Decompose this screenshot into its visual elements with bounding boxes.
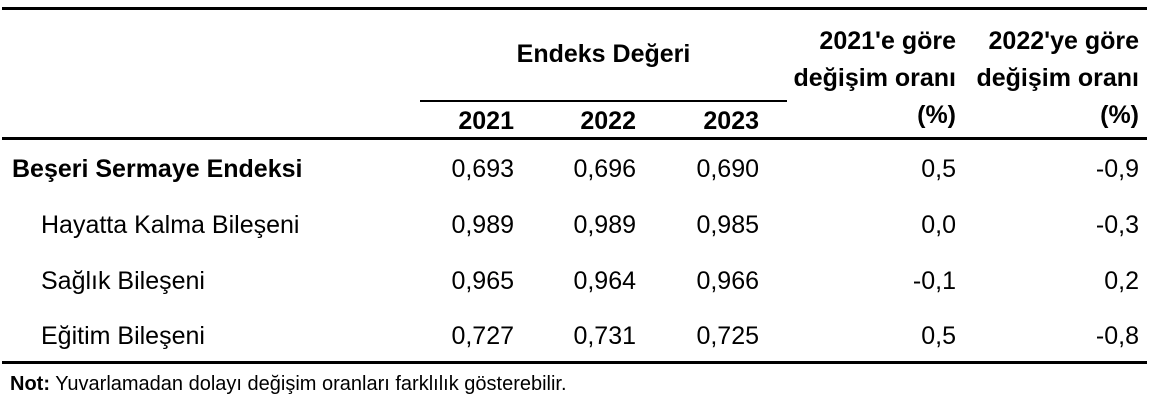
value-cell-2022: 0,731 <box>542 306 664 364</box>
column-header-2022: 2022 <box>542 100 664 140</box>
column-header-line: (%) <box>917 101 957 129</box>
footnote: Not: Yuvarlamadan dolayı değişim oranlar… <box>10 373 1149 396</box>
value-cell-2023: 0,985 <box>696 210 760 239</box>
value-cell-change-vs-2021: 0,5 <box>787 306 960 364</box>
value-cell-change-vs-2021: 0,5 <box>921 155 957 184</box>
value-cell-2021: 0,727 <box>420 306 542 364</box>
value-cell-change-vs-2022: -0,9 <box>1095 155 1140 184</box>
column-header-line: değişim oranı <box>793 64 957 92</box>
value-cell-change-vs-2022: 0,2 <box>1104 266 1140 295</box>
table-body: Beşeri Sermaye Endeksi 0,693 0,696 0,690… <box>2 139 1148 364</box>
value-cell-change-vs-2022: -0,3 <box>1095 210 1140 239</box>
column-header-change-vs-2022: 2022'ye göre değişim oranı (%) <box>959 8 1148 140</box>
value-cell-2023: 0,725 <box>664 306 788 364</box>
column-header-line: (%) <box>1100 101 1140 129</box>
value-cell-2022: 0,989 <box>573 210 636 239</box>
value-cell-change-vs-2021: 0,0 <box>921 210 957 239</box>
row-label: Eğitim Bileşeni <box>2 306 420 364</box>
human-capital-index-table: Endeks Değeri 2021'e göre değişim oranı … <box>2 7 1148 364</box>
table-row-saglik-bileseni: Sağlık Bileşeni 0,965 0,964 0,966 -0,1 0… <box>2 251 1147 307</box>
column-header-line: 2021'e göre <box>819 27 957 55</box>
footnote-text: Yuvarlamadan dolayı değişim oranları far… <box>55 373 567 395</box>
column-group-endeks-degeri: Endeks Değeri <box>420 8 788 102</box>
value-cell-2023: 0,966 <box>696 266 760 295</box>
table-row-hayatta-kalma-bileseni: Hayatta Kalma Bileşeni 0,989 0,989 0,985… <box>2 195 1147 251</box>
column-header-change-vs-2021: 2021'e göre değişim oranı (%) <box>787 8 960 140</box>
table-header: Endeks Değeri 2021'e göre değişim oranı … <box>2 8 1148 140</box>
column-header-2023: 2023 <box>664 100 788 140</box>
column-header-line: 2022'ye göre <box>988 27 1140 55</box>
value-cell-2021: 0,989 <box>451 210 514 239</box>
row-label: Hayatta Kalma Bileşeni <box>41 210 300 239</box>
value-cell-2022: 0,964 <box>573 266 636 295</box>
corner-cell <box>2 8 420 140</box>
value-cell-2021: 0,693 <box>451 155 514 184</box>
footnote-label: Not: <box>10 373 50 395</box>
value-cell-change-vs-2021: -0,1 <box>912 266 957 295</box>
value-cell-2021: 0,965 <box>451 266 514 295</box>
value-cell-2023: 0,690 <box>696 155 760 184</box>
table-row-egitim-bileseni: Eğitim Bileşeni 0,727 0,731 0,725 0,5 -0… <box>2 306 1148 364</box>
value-cell-2022: 0,696 <box>573 155 636 184</box>
value-cell-change-vs-2022: -0,8 <box>959 306 1148 364</box>
table-row-beseri-sermaye-endeksi: Beşeri Sermaye Endeksi 0,693 0,696 0,690… <box>2 139 1147 195</box>
row-label: Beşeri Sermaye Endeksi <box>12 155 303 184</box>
column-header-2021: 2021 <box>420 100 542 140</box>
row-label: Sağlık Bileşeni <box>41 266 205 295</box>
column-header-line: değişim oranı <box>976 64 1140 92</box>
